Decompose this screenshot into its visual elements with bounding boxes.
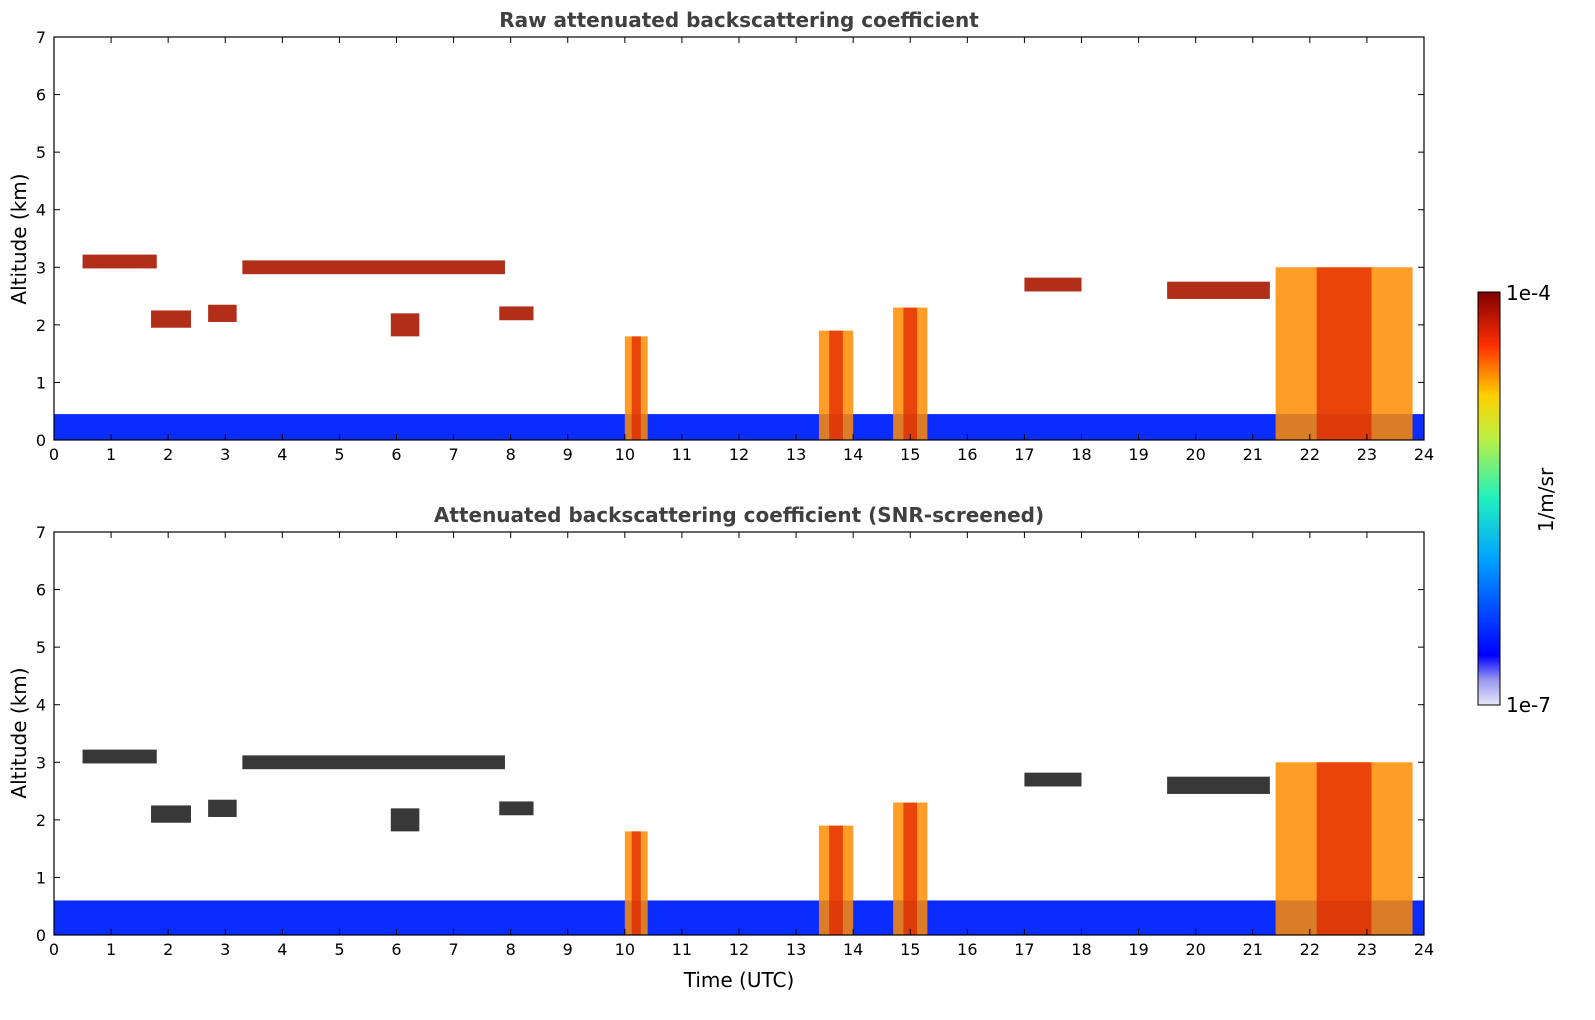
panel-raw: Raw attenuated backscattering coefficien… [7, 8, 1434, 464]
panel-raw-title: Raw attenuated backscattering coefficien… [499, 8, 979, 32]
panel-raw-plot-area [54, 254, 1424, 440]
